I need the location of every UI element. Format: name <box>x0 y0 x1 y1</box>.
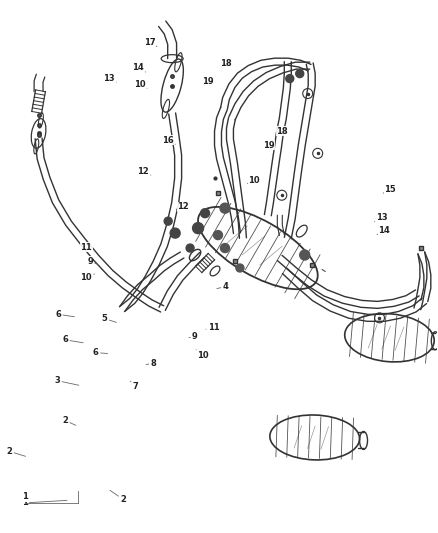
Text: 2: 2 <box>7 447 25 456</box>
Circle shape <box>286 75 294 83</box>
Text: 9: 9 <box>87 257 98 265</box>
Text: 14: 14 <box>377 226 390 235</box>
Text: 9: 9 <box>189 332 198 341</box>
Text: 16: 16 <box>162 135 175 144</box>
Circle shape <box>170 228 180 238</box>
Text: 18: 18 <box>220 59 231 68</box>
Text: 6: 6 <box>55 310 74 319</box>
Text: 10: 10 <box>196 350 208 360</box>
Text: 2: 2 <box>110 490 126 504</box>
Text: 5: 5 <box>102 314 117 323</box>
Text: 15: 15 <box>383 185 396 194</box>
Text: 11: 11 <box>206 323 219 332</box>
Circle shape <box>201 209 209 217</box>
Text: 11: 11 <box>81 243 95 252</box>
Text: 6: 6 <box>62 335 83 344</box>
Circle shape <box>213 231 223 240</box>
Text: 17: 17 <box>144 38 157 47</box>
Text: 8: 8 <box>146 359 156 368</box>
Text: 7: 7 <box>131 381 138 391</box>
Text: 19: 19 <box>202 77 214 86</box>
Text: 13: 13 <box>103 74 117 83</box>
Text: 14: 14 <box>132 63 146 72</box>
Circle shape <box>296 70 304 78</box>
Text: 10: 10 <box>134 80 147 90</box>
Text: 1: 1 <box>22 492 28 502</box>
Circle shape <box>236 264 244 272</box>
Circle shape <box>300 250 310 260</box>
Text: 19: 19 <box>263 141 275 150</box>
Text: 12: 12 <box>137 167 151 176</box>
Text: 10: 10 <box>247 176 260 185</box>
Circle shape <box>220 244 230 253</box>
Circle shape <box>186 244 194 252</box>
Text: 4: 4 <box>217 282 229 291</box>
Text: 2: 2 <box>62 416 76 425</box>
Circle shape <box>220 203 230 213</box>
Text: 10: 10 <box>81 272 95 281</box>
Text: 6: 6 <box>93 348 108 357</box>
Text: 3: 3 <box>55 376 79 385</box>
Circle shape <box>193 223 204 233</box>
Text: 1: 1 <box>22 498 67 507</box>
Circle shape <box>164 217 172 225</box>
Text: 13: 13 <box>374 213 387 222</box>
Text: 18: 18 <box>276 126 288 135</box>
Text: 12: 12 <box>176 203 189 212</box>
